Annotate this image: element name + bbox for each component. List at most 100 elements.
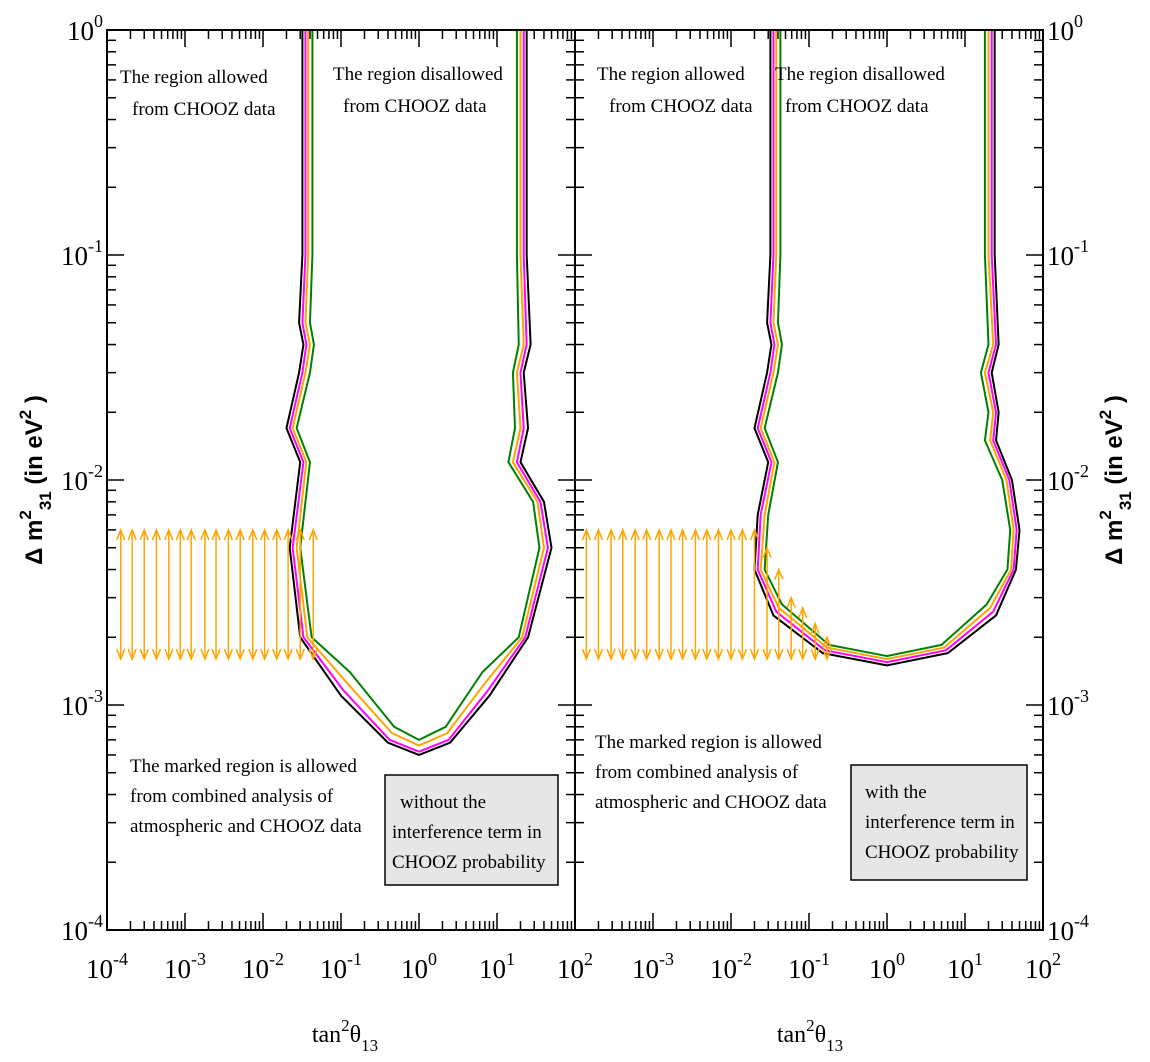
arrow-head <box>259 648 270 662</box>
double-arrow <box>797 605 808 662</box>
arrow-head <box>164 648 174 662</box>
tick-label: 10-4 <box>86 949 128 984</box>
arrow-head <box>737 527 748 541</box>
label-part: 2 <box>341 1016 350 1035</box>
annotation: atmospheric and CHOOZ data <box>595 792 827 813</box>
arrow-head <box>235 527 245 541</box>
tick-label: 100 <box>401 949 437 984</box>
annotation: from combined analysis of <box>595 762 799 783</box>
contour-line <box>288 30 549 753</box>
double-arrow <box>139 527 149 662</box>
double-arrow <box>677 527 688 662</box>
annotation: from CHOOZ data <box>343 96 487 117</box>
panel: 10-3 10-2 10-1 100 101 10210-410-310-210-1100… <box>574 11 1135 1055</box>
tick-label: 10-4 <box>1047 911 1089 946</box>
double-arrow <box>308 527 318 662</box>
arrow-head <box>295 527 305 541</box>
x-axis-label: tan2θ13 <box>312 1016 378 1055</box>
label-part: ) <box>1101 395 1128 410</box>
tick-label-exponent: 1 <box>506 949 515 969</box>
label-part: θ <box>350 1022 362 1048</box>
arrow-head <box>618 648 628 662</box>
double-arrow <box>175 527 185 662</box>
arrow-head <box>151 648 162 662</box>
arrow-head <box>630 648 640 662</box>
arrow-head <box>690 648 701 662</box>
note-text: with the <box>865 782 927 803</box>
label-part: (in eV <box>1101 419 1128 491</box>
double-arrow <box>630 527 640 662</box>
arrow-head <box>283 527 293 541</box>
double-arrow <box>581 527 592 662</box>
arrow-head <box>139 648 149 662</box>
tick-label: 10-1 <box>788 949 830 984</box>
double-arrow <box>593 527 604 662</box>
label-part: 13 <box>361 1036 378 1055</box>
double-arrow <box>259 527 270 662</box>
double-arrow <box>737 527 748 662</box>
double-arrow <box>702 527 712 662</box>
arrow-head <box>186 648 196 662</box>
arrow-head <box>713 648 724 662</box>
note-box <box>850 764 1028 881</box>
arrow-head <box>175 648 185 662</box>
double-arrow <box>235 527 245 662</box>
note-text: CHOOZ probability <box>865 842 1019 863</box>
tick-label: 10-3 <box>1047 686 1089 721</box>
arrow-head <box>295 648 305 662</box>
tick-label-exponent: -2 <box>737 949 752 969</box>
arrow-head <box>702 527 712 541</box>
double-arrow <box>762 545 772 662</box>
double-arrow <box>211 527 221 662</box>
double-arrow <box>810 621 820 662</box>
tick-label-base: 10 <box>61 241 88 271</box>
tick-label: 10-3 <box>61 686 103 721</box>
tick-label-exponent: 0 <box>94 11 103 31</box>
tick-label-base: 10 <box>632 954 659 984</box>
arrow-head <box>749 527 760 541</box>
tick-label: 101 <box>479 949 515 984</box>
arrow-head <box>308 648 318 662</box>
arrow-head <box>666 648 676 662</box>
note-text: interference term in <box>865 812 1015 833</box>
label-part: 2 <box>16 410 35 419</box>
double-arrow <box>690 527 701 662</box>
annotation: The region disallowed <box>775 64 945 85</box>
arrow-head <box>797 648 808 662</box>
contour-line <box>295 30 541 741</box>
tick-label-exponent: 1 <box>974 949 983 969</box>
tick-label-base: 10 <box>479 954 506 984</box>
double-arrow <box>164 527 174 662</box>
tick-label: 10-2 <box>61 461 103 496</box>
annotation: The region disallowed <box>333 64 503 85</box>
double-arrow <box>713 527 724 662</box>
arrow-head <box>151 527 162 541</box>
tick-label: 100 <box>1047 11 1083 46</box>
arrow-head <box>308 527 318 541</box>
label-part: (in eV <box>21 419 48 491</box>
arrow-head <box>593 648 604 662</box>
label-part: 2 <box>806 1016 815 1035</box>
tick-label: 100 <box>67 11 103 46</box>
annotation: from CHOOZ data <box>609 96 753 117</box>
tick-label: 10-3 <box>164 949 206 984</box>
double-arrow <box>200 527 210 662</box>
tick-label-exponent: 0 <box>428 949 437 969</box>
arrow-head <box>175 527 185 541</box>
annotation: from CHOOZ data <box>785 96 929 117</box>
arrow-head <box>677 527 688 541</box>
arrow-head <box>737 648 748 662</box>
panel: 10-4 10-3 10-2 10-1 100 101 10210-410-310-210-… <box>16 11 593 1055</box>
contour-line <box>285 30 553 756</box>
arrow-head <box>786 648 796 662</box>
tick-label-base: 10 <box>788 954 815 984</box>
note-text: CHOOZ probability <box>392 852 546 873</box>
tick-label: 10-1 <box>61 236 103 271</box>
annotation: The region allowed <box>120 67 268 88</box>
arrow-head <box>810 621 820 634</box>
y-axis-label: Δ m231 (in eV2 ) <box>16 395 55 565</box>
tick-label-exponent: -2 <box>269 949 284 969</box>
arrow-head <box>822 635 832 648</box>
tick-label-base: 10 <box>1047 466 1074 496</box>
arrow-head <box>726 527 736 541</box>
